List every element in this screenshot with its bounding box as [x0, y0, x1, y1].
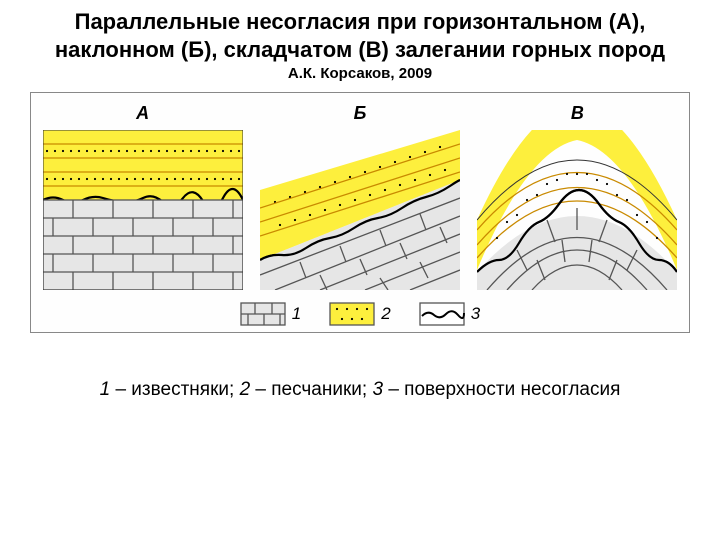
legend: 1 2 3 [39, 302, 681, 326]
caption-1t: – известняки; [110, 379, 239, 400]
panel-a: А [39, 103, 246, 290]
figure-title: Параллельные несогласия при горизонтальн… [0, 0, 720, 65]
diagram-b [260, 130, 460, 290]
panel-label-b: Б [354, 103, 367, 124]
legend-item-3: 3 [419, 302, 480, 326]
panel-b: Б [256, 103, 463, 290]
panel-c: В [474, 103, 681, 290]
legend-swatch-limestone [240, 302, 286, 326]
legend-swatch-unconformity [419, 302, 465, 326]
panel-row: А [39, 103, 681, 290]
legend-num-1: 1 [292, 304, 301, 324]
caption-3t: – поверхности несогласия [383, 379, 620, 400]
diagram-c [477, 130, 677, 290]
legend-swatch-sandstone [329, 302, 375, 326]
legend-num-2: 2 [381, 304, 390, 324]
caption-2t: – песчаники; [250, 379, 372, 400]
figure-frame: А [30, 92, 690, 333]
caption: 1 – известняки; 2 – песчаники; 3 – повер… [0, 379, 720, 401]
caption-2: 2 [240, 379, 251, 400]
legend-item-1: 1 [240, 302, 301, 326]
panel-label-a: А [136, 103, 149, 124]
figure-subtitle: А.К. Корсаков, 2009 [0, 65, 720, 82]
legend-item-2: 2 [329, 302, 390, 326]
caption-1: 1 [100, 379, 111, 400]
caption-3: 3 [372, 379, 383, 400]
diagram-a [43, 130, 243, 290]
legend-num-3: 3 [471, 304, 480, 324]
panel-label-c: В [571, 103, 584, 124]
